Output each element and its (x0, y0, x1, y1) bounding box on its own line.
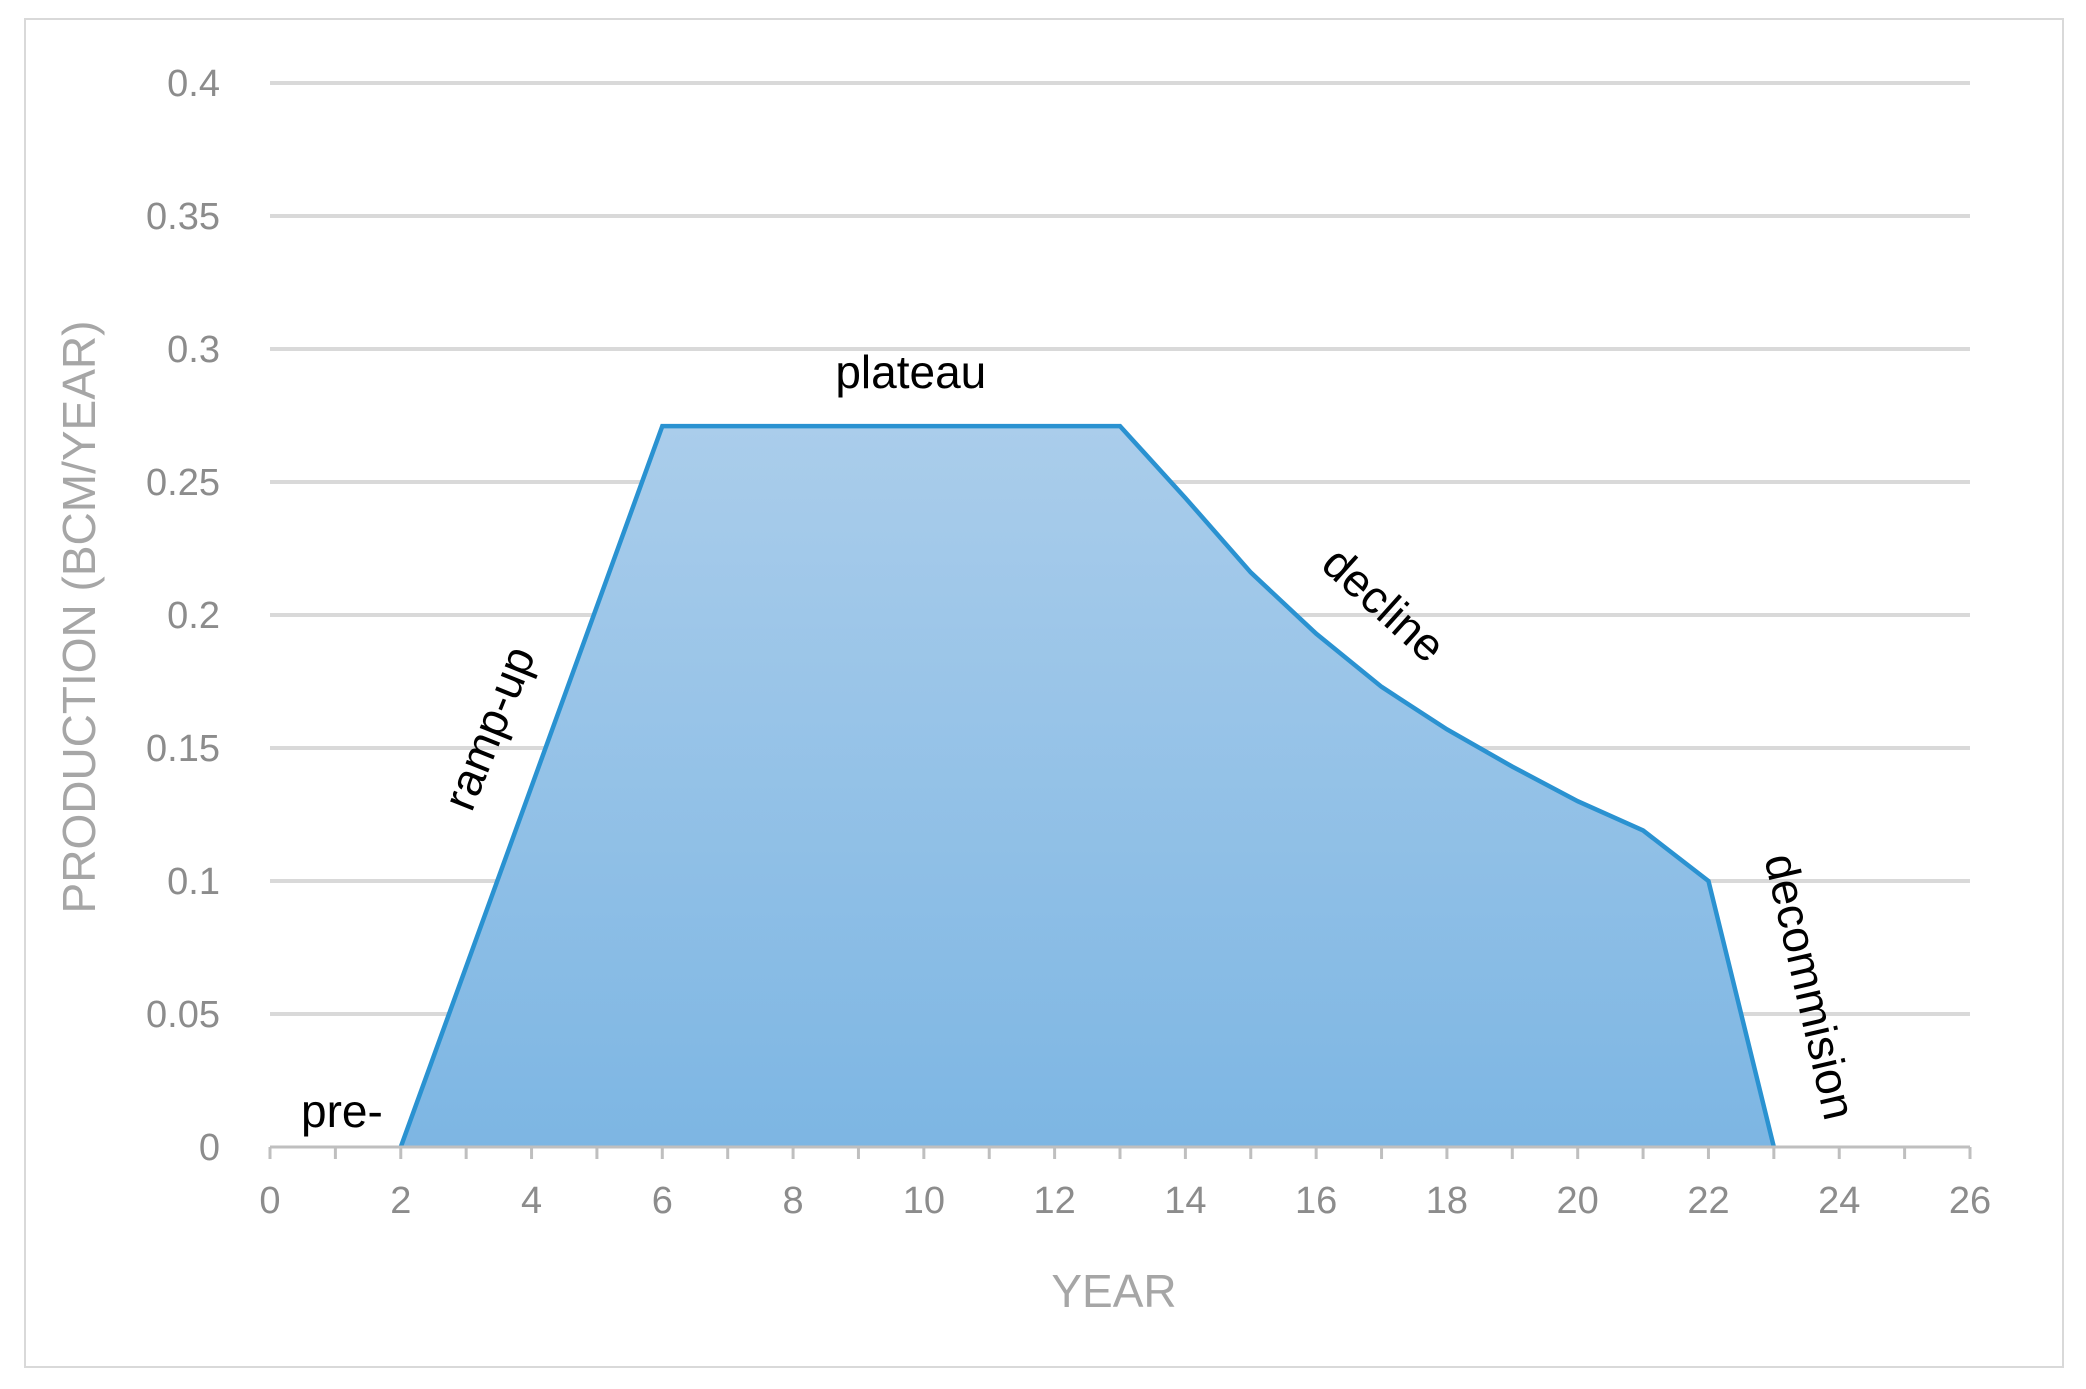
x-tick-label: 0 (259, 1180, 280, 1222)
x-tick-label: 26 (1949, 1180, 1991, 1222)
x-tick-label: 8 (783, 1180, 804, 1222)
area-line (398, 423, 1777, 1148)
x-tick-label: 2 (390, 1180, 411, 1222)
area-fill (400, 426, 1774, 1147)
x-tick-label: 24 (1818, 1180, 1860, 1222)
y-tick-label: 0.2 (167, 595, 220, 637)
x-tick-label: 10 (903, 1180, 945, 1222)
x-tick-label: 14 (1164, 1180, 1206, 1222)
x-tick-label: 16 (1295, 1180, 1337, 1222)
x-axis (268, 1145, 1972, 1159)
y-tick-label: 0 (199, 1127, 220, 1169)
area-series (398, 423, 1777, 1148)
y-axis-title: PRODUCTION (BCM/YEAR) (53, 321, 105, 914)
x-tick-label: 22 (1687, 1180, 1729, 1222)
y-tick-label: 0.3 (167, 329, 220, 371)
annotation-label: decommision (1754, 849, 1866, 1125)
x-tick-label: 4 (521, 1180, 542, 1222)
y-tick-label: 0.25 (146, 462, 220, 504)
y-tick-label: 0.35 (146, 196, 220, 238)
x-tick-label: 18 (1426, 1180, 1468, 1222)
x-axis-ticks: 0 2 4 6 8 10 12 14 16 18 20 22 24 26 (259, 1180, 1991, 1222)
x-tick-label: 6 (652, 1180, 673, 1222)
y-tick-label: 0.05 (146, 994, 220, 1036)
annotation-label: plateau (835, 346, 986, 398)
y-tick-label: 0.15 (146, 728, 220, 770)
annotation-label: pre- (301, 1085, 383, 1137)
x-axis-title: YEAR (1051, 1265, 1176, 1317)
y-tick-label: 0.4 (167, 63, 220, 105)
y-axis-ticks: 0 0.05 0.1 0.15 0.2 0.25 0.3 0.35 0.4 (146, 63, 220, 1169)
x-tick-label: 12 (1033, 1180, 1075, 1222)
x-tick-label: 20 (1557, 1180, 1599, 1222)
y-tick-label: 0.1 (167, 861, 220, 903)
